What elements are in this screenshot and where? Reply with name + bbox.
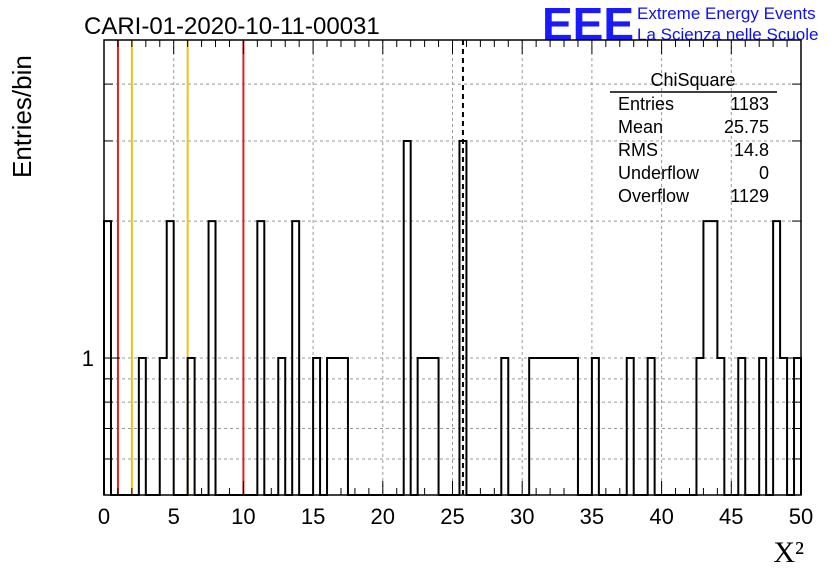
stats-row-label: RMS	[618, 140, 658, 160]
histogram-bin	[550, 358, 557, 495]
stats-row-label: Underflow	[618, 163, 700, 183]
histogram-bin	[188, 358, 195, 495]
histogram-bin	[139, 358, 146, 495]
histogram-bin	[738, 358, 745, 495]
histogram-bin	[432, 358, 439, 495]
histogram-bin	[341, 358, 348, 495]
histogram-bin	[404, 141, 411, 495]
histogram-bin	[313, 358, 320, 495]
histogram-bin	[327, 358, 334, 495]
histogram-bin	[160, 358, 167, 495]
reference-lines	[116, 40, 464, 495]
histogram-bin	[209, 221, 216, 495]
histogram-bin	[418, 358, 425, 495]
histogram-bin	[627, 358, 634, 495]
histogram-bin	[425, 358, 432, 495]
stats-row-label: Overflow	[618, 186, 690, 206]
histogram-bin	[780, 358, 787, 495]
histogram-bin	[759, 358, 766, 495]
histogram-bin	[703, 221, 710, 495]
x-tick-label: 5	[168, 504, 180, 529]
x-tick-label: 40	[649, 504, 673, 529]
x-tick-label: 50	[789, 504, 813, 529]
x-tick-label: 25	[440, 504, 464, 529]
histogram-bin	[292, 221, 299, 495]
histogram-bin	[167, 221, 174, 495]
logo-mark: EEE	[542, 0, 634, 50]
histogram-bin	[592, 358, 599, 495]
x-tick-label: 10	[231, 504, 255, 529]
x-tick-label: 20	[371, 504, 395, 529]
histogram-bin	[334, 358, 341, 495]
histogram-bin	[257, 221, 264, 495]
eee-logo: EEE Extreme Energy Events La Scienza nel…	[542, 0, 818, 50]
histogram-bin	[278, 358, 285, 495]
stats-row-label: Entries	[618, 94, 674, 114]
histogram-bin	[696, 358, 703, 495]
chart-title: CARI-01-2020-10-11-00031	[84, 13, 380, 40]
x-tick-label: 45	[719, 504, 743, 529]
histogram-bin	[529, 358, 536, 495]
stats-rows: Entries 1183 Mean 25.75 RMS 14.8 Underflow 0 Ove…	[618, 94, 769, 206]
histogram-bin	[710, 221, 717, 495]
stats-box: ChiSquare Entries 1183 Mean 25.75 RMS 14.8 Und…	[610, 70, 777, 206]
stats-row-value: 1183	[730, 94, 769, 114]
stats-row-value: 0	[759, 163, 769, 183]
logo-line-1: Extreme Energy Events	[637, 4, 816, 23]
histogram-bin	[557, 358, 564, 495]
x-tick-label: 30	[510, 504, 534, 529]
y-tick-label: 1	[82, 346, 94, 371]
stats-row-value: 25.75	[724, 117, 769, 137]
histogram-bin	[536, 358, 543, 495]
stats-row-label: Mean	[618, 117, 663, 137]
x-tick-label: 35	[580, 504, 604, 529]
x-tick-label: 0	[98, 504, 110, 529]
logo-line-2: La Scienza nelle Scuole	[637, 25, 818, 44]
stats-row-value: 1129	[730, 186, 769, 206]
x-axis-label: X²	[773, 536, 804, 569]
histogram-bin	[501, 358, 508, 495]
histogram-bin	[543, 358, 550, 495]
histogram-bin	[564, 358, 571, 495]
histogram-bin	[648, 358, 655, 495]
stats-row-value: 14.8	[734, 140, 769, 160]
histogram-bin	[571, 358, 578, 495]
histogram-bin	[459, 141, 466, 495]
x-tick-label: 15	[301, 504, 325, 529]
histogram-bin	[773, 221, 780, 495]
axes: 0 5 10 15 20 25 30 35 40 45 50 1	[82, 39, 813, 529]
stats-title: ChiSquare	[650, 70, 735, 90]
histogram-bin	[717, 358, 724, 495]
y-axis-label: Entries/bin	[7, 55, 37, 178]
